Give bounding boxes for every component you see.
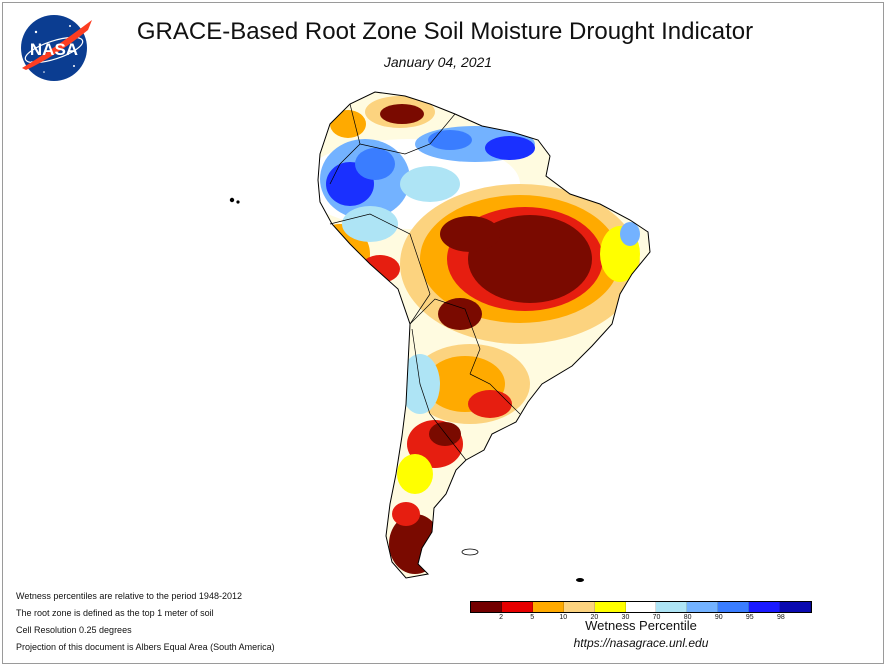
note-cell-resolution: Cell Resolution 0.25 degrees (16, 625, 132, 635)
map-notes: Wetness percentiles are relative to the … (16, 588, 275, 656)
legend-swatch (563, 602, 595, 612)
legend-tick-label: 95 (745, 614, 754, 621)
legend-swatch (594, 602, 626, 612)
legend-tick-label: 90 (714, 614, 723, 621)
legend-tick-label: 30 (621, 614, 630, 621)
legend-tick-label: 10 (559, 614, 568, 621)
nasa-logo-text: NASA (30, 40, 78, 59)
legend-swatch (471, 602, 502, 612)
legend-swatch (749, 602, 781, 612)
legend-colorbar (470, 601, 812, 613)
south-america-map (229, 91, 651, 582)
legend-swatch (718, 602, 750, 612)
legend-swatch (501, 602, 533, 612)
map-date: January 04, 2021 (383, 54, 493, 70)
legend-tick-label: 20 (590, 614, 599, 621)
map-title: GRACE-Based Root Zone Soil Moisture Drou… (136, 18, 754, 45)
note-projection: Projection of this document is Albers Eq… (16, 642, 275, 652)
legend-tick-label: 5 (530, 614, 535, 621)
legend-tick-label: 98 (777, 614, 785, 621)
legend-tick-label: 70 (652, 614, 661, 621)
legend-tick-label: 80 (683, 614, 692, 621)
legend-swatch (532, 602, 564, 612)
legend-title: Wetness Percentile (585, 618, 697, 633)
legend-swatch (656, 602, 688, 612)
legend-swatch (780, 602, 811, 612)
legend-tick-label: 2 (499, 614, 504, 621)
source-url[interactable]: https://nasagrace.unl.edu (573, 636, 709, 650)
note-root-zone: The root zone is defined as the top 1 me… (16, 608, 214, 618)
legend-ticks: 2 5 10 20 30 70 80 90 95 98 (470, 614, 812, 624)
legend-swatch (687, 602, 719, 612)
legend-swatch (625, 602, 657, 612)
nasa-logo: NASA (21, 15, 92, 81)
note-reference-period: Wetness percentiles are relative to the … (16, 591, 242, 601)
